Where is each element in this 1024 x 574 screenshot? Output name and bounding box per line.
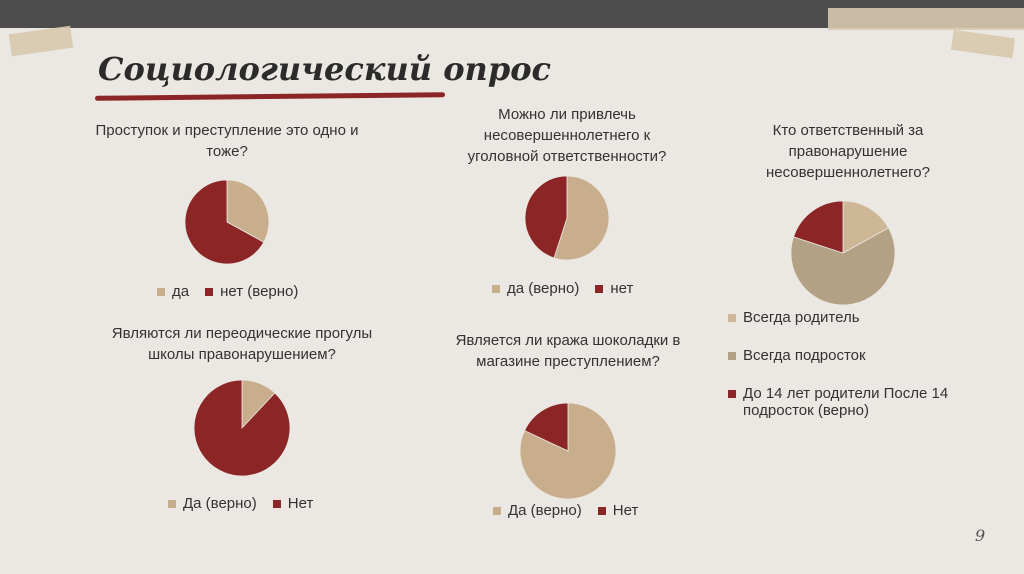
legend-item: Нет — [272, 495, 314, 512]
legend-item: Да (верно) — [168, 495, 257, 512]
legend-item: нет (верно) — [205, 283, 298, 300]
legend-swatch — [168, 500, 176, 508]
legend-label: Нет — [287, 495, 314, 512]
legend-label: нет (верно) — [220, 283, 299, 300]
pie-slice — [226, 179, 270, 243]
legend: да нет (верно) — [157, 283, 314, 300]
pie — [193, 379, 291, 477]
pie — [524, 175, 610, 261]
legend-label: Да (верно) — [183, 495, 257, 512]
pie-slice — [793, 200, 844, 254]
chart-title: Можно ли привлечь несовершеннолетнего к … — [467, 106, 667, 165]
legend: да (верно) нет — [492, 280, 649, 297]
legend-item: да (верно) — [492, 280, 579, 297]
chart-title: Является ли кража шоколадки в магазине п… — [455, 332, 681, 370]
legend-swatch — [597, 507, 606, 515]
slide-title: Социологический опрос — [98, 50, 552, 88]
legend-swatch — [728, 390, 736, 398]
legend-item: Всегда подросток — [728, 347, 967, 364]
legend-swatch — [492, 285, 500, 293]
legend-swatch — [595, 285, 604, 293]
legend-item: Всегда родитель — [728, 309, 967, 326]
legend-swatch — [205, 288, 214, 296]
legend: Да (верно) Нет — [168, 495, 329, 512]
pie-slice — [524, 175, 568, 259]
legend-swatch — [493, 507, 501, 515]
pie — [790, 200, 896, 306]
legend-label: да (верно) — [507, 280, 580, 297]
legend-label: Всегда родитель — [743, 309, 860, 326]
pie — [184, 179, 270, 265]
legend-item: да — [157, 283, 189, 300]
legend-item: нет — [595, 280, 633, 297]
legend-swatch — [728, 352, 736, 360]
legend-label: Всегда подросток — [743, 347, 866, 364]
pie — [519, 402, 617, 500]
tape — [828, 8, 1024, 30]
legend-swatch — [272, 500, 281, 508]
legend-swatch — [157, 288, 165, 296]
legend-item: Нет — [597, 502, 639, 519]
pie-slice — [790, 227, 896, 306]
legend-item: До 14 лет родители После 14 подросток (в… — [728, 385, 967, 419]
pie-slice — [524, 402, 569, 452]
legend-label: нет — [610, 280, 634, 297]
chart-title: Кто ответственный за правонарушение несо… — [766, 122, 930, 181]
chart-title: Являются ли переодические прогулы школы … — [111, 325, 373, 363]
pie-slice — [553, 175, 610, 261]
page-number: 9 — [975, 526, 986, 545]
legend-item: Да (верно) — [493, 502, 582, 519]
legend: Да (верно) Нет — [493, 502, 654, 519]
legend-swatch — [728, 314, 736, 322]
chart-title: Проступок и преступление это одно и тоже… — [95, 122, 359, 160]
pie-slice — [193, 379, 291, 477]
pie-slice — [842, 200, 890, 254]
legend-label: да — [172, 283, 190, 300]
legend-label: До 14 лет родители После 14 подросток (в… — [743, 385, 949, 419]
legend: Всегда родитель Всегда подросток До 14 лет… — [728, 309, 983, 419]
legend-label: Нет — [612, 502, 639, 519]
legend-label: Да (верно) — [508, 502, 582, 519]
pie-slice — [184, 179, 265, 265]
